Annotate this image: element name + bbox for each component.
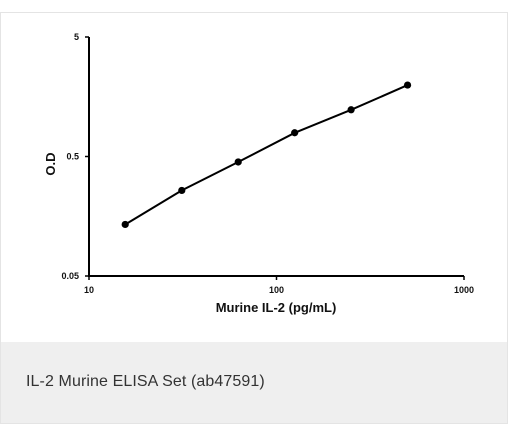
y-tick-label: 0.05 — [61, 271, 79, 281]
y-ticks: 0.05 0.5 5 — [61, 32, 89, 281]
x-tick-label: 10 — [84, 285, 94, 295]
data-point — [178, 186, 186, 195]
x-axis-title: Murine IL-2 (pg/mL) — [216, 300, 337, 315]
x-tick-label: 100 — [269, 285, 284, 295]
chart-area: 0.05 0.5 5 10 100 1000 Murine IL-2 (pg/mL) O… — [0, 12, 508, 342]
data-point — [347, 106, 355, 114]
y-axis-title: O.D — [43, 152, 58, 175]
data-point — [234, 158, 242, 166]
data-point — [403, 81, 412, 89]
caption-text: IL-2 Murine ELISA Set (ab47591) — [26, 372, 265, 390]
series-line — [124, 84, 409, 226]
y-tick-label: 0.5 — [66, 152, 79, 162]
series-layer — [121, 81, 412, 229]
y-tick-label: 5 — [74, 32, 79, 42]
x-ticks: 10 100 1000 — [84, 276, 474, 295]
data-point — [121, 220, 129, 229]
chart-svg: 0.05 0.5 5 10 100 1000 Murine IL-2 (pg/mL) O… — [43, 32, 474, 315]
x-tick-label: 1000 — [454, 285, 474, 295]
data-point — [291, 129, 299, 137]
caption-box: IL-2 Murine ELISA Set (ab47591) — [1, 342, 507, 423]
